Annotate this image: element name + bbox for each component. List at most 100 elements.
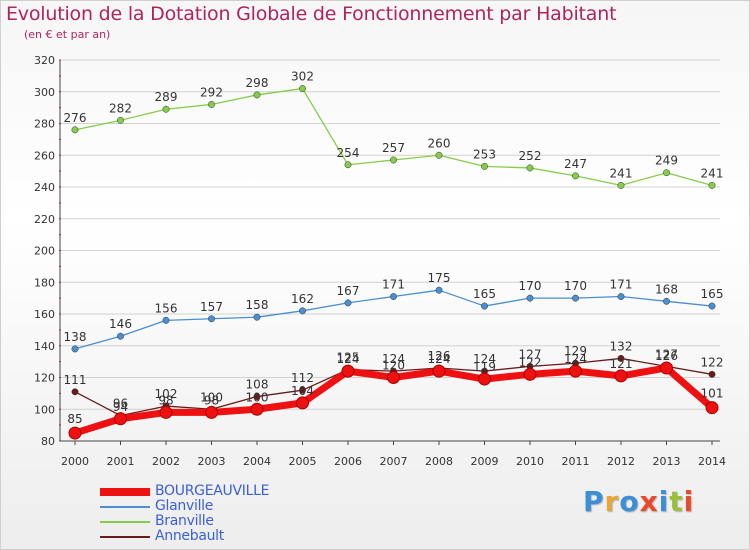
data-point [705,401,719,415]
data-point [660,361,673,375]
data-point [299,386,306,394]
logo-letter: o [619,485,640,518]
data-point [344,161,352,169]
data-label: 112 [291,371,314,385]
y-tick-label: 300 [34,86,55,99]
y-tick-label: 260 [34,149,55,162]
data-label: 127 [519,347,542,361]
data-point [708,370,716,378]
data-point [569,364,582,378]
logo-letter: i [683,485,695,518]
data-point [159,405,173,419]
y-tick-label: 140 [34,340,55,353]
x-tick-label: 2013 [653,455,681,468]
data-label: 162 [291,292,314,306]
x-tick-label: 2005 [289,455,317,468]
x-tick-label: 2008 [425,455,453,468]
data-label: 289 [155,90,178,104]
data-point [162,316,170,324]
data-label: 124 [337,352,360,366]
logo-letter: r [604,485,620,518]
data-label: 170 [564,279,587,293]
data-label: 104 [291,384,314,398]
data-point [208,101,215,108]
data-label: 125 [337,351,360,365]
data-point [253,313,261,321]
data-point [117,116,124,124]
x-tick-label: 2003 [198,455,226,468]
data-label: 302 [291,70,314,84]
y-tick-label: 240 [34,181,55,194]
data-label: 165 [701,287,724,301]
data-label: 254 [337,146,360,160]
data-label: 276 [64,111,87,125]
data-label: 138 [64,330,87,344]
data-point [208,315,215,323]
data-point [481,162,488,170]
data-point [205,405,218,419]
x-tick-label: 2010 [516,455,544,468]
data-label: 156 [155,301,178,315]
data-label: 165 [473,287,496,301]
data-label: 175 [428,271,451,285]
data-label: 260 [428,136,451,150]
legend-label-glanville: Glanville [155,498,214,514]
data-point [572,294,579,302]
data-label: 171 [610,278,633,292]
data-label: 146 [109,317,132,331]
data-label: 157 [200,300,223,314]
data-point [617,355,625,362]
data-point [299,307,306,315]
x-tick-label: 2007 [380,455,408,468]
data-point [117,332,124,340]
x-tick-label: 2004 [243,455,271,468]
data-label: 132 [610,339,633,353]
data-point [390,156,397,164]
data-point [114,412,127,426]
logo-letter: t [669,485,684,518]
data-label: 241 [610,166,633,180]
data-label: 102 [155,387,178,401]
data-label: 252 [519,149,542,163]
logo-letter: x [639,485,659,518]
data-label: 170 [519,279,542,293]
data-point [296,396,309,410]
data-point [708,181,716,189]
data-label: 257 [382,141,405,155]
data-point [708,302,716,310]
data-point [71,126,79,134]
data-point [250,402,264,416]
chart-title: Evolution de la Dotation Globale de Fonc… [6,3,617,25]
data-label: 98 [204,393,219,407]
data-point [387,371,400,384]
data-point [435,286,443,294]
data-label: 282 [109,101,132,115]
data-label: 241 [701,166,724,180]
logo-letter: i [658,485,670,518]
data-point [341,364,355,378]
data-point [253,393,261,400]
legend-swatch-glanville [100,506,150,508]
data-label: 158 [246,298,269,312]
y-tick-label: 320 [34,54,55,67]
data-label: 168 [655,282,678,296]
data-label: 121 [610,357,633,371]
data-point [614,369,628,383]
data-label: 96 [113,397,128,411]
data-point [663,169,670,177]
data-label: 101 [701,387,724,401]
data-label: 298 [246,76,269,90]
data-label: 124 [382,352,405,366]
data-point [344,299,352,307]
data-point [432,364,446,378]
data-label: 292 [200,85,223,99]
chart-subtitle: (en € et par an) [24,28,111,41]
y-tick-label: 200 [34,245,55,258]
data-label: 126 [655,349,678,363]
data-point [435,151,443,159]
data-point [523,367,537,381]
x-tick-label: 2002 [152,455,180,468]
x-tick-label: 2000 [61,455,89,468]
data-point [478,372,491,386]
